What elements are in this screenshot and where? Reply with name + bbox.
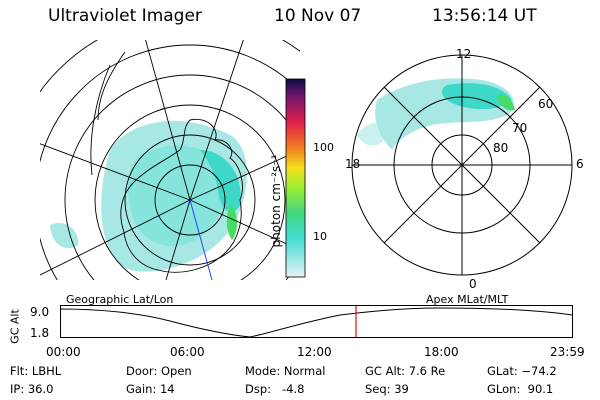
mlt-polar-plot (351, 54, 573, 276)
colorbar-tick-100: 100 (313, 141, 334, 154)
altitude-plot (60, 305, 573, 338)
status-gc-alt: GC Alt: 7.6 Re (365, 364, 446, 378)
date-label: 10 Nov 07 (274, 6, 362, 26)
xtick-1200: 12:00 (297, 345, 332, 359)
xtick-0000: 00:00 (46, 345, 81, 359)
latitude-circles (40, 40, 300, 280)
status-dsp: Dsp: -4.8 (245, 382, 305, 396)
mlt-label-12: 12 (456, 47, 472, 61)
mlt-grid-lines (352, 55, 572, 275)
colorbar-unit-label: photon cm⁻²s⁻¹ (269, 154, 283, 248)
mlt-label-6: 6 (576, 157, 584, 171)
xtick-2359: 23:59 (550, 345, 585, 359)
status-mode: Mode: Normal (245, 364, 326, 378)
geographic-map (40, 40, 300, 280)
terminator-line (189, 199, 213, 280)
color-scale-bar (285, 78, 306, 278)
aurora-emission-mlt (357, 78, 515, 150)
status-glat: GLat: −74.2 (487, 364, 557, 378)
time-label: 13:56:14 UT (432, 6, 537, 26)
altitude-curve (60, 307, 573, 338)
lat-label-70: 70 (512, 121, 528, 135)
aurora-emission-geo (50, 120, 247, 272)
lat-label-60: 60 (538, 97, 554, 111)
xtick-0600: 06:00 (170, 345, 205, 359)
mlt-label-18: 18 (345, 157, 361, 171)
status-seq: Seq: 39 (365, 382, 409, 396)
coastline (120, 118, 243, 273)
meridians (40, 40, 300, 280)
apex-caption: Apex MLat/MLT (426, 293, 509, 306)
altitude-ylabel: GC Alt (8, 309, 22, 344)
status-door: Door: Open (126, 364, 192, 378)
altitude-ytick-bottom: 1.8 (30, 326, 50, 340)
mlt-label-0: 0 (469, 277, 477, 291)
status-glon: GLon: 90.1 (487, 382, 554, 396)
geographic-caption: Geographic Lat/Lon (66, 293, 174, 306)
instrument-title: Ultraviolet Imager (48, 6, 202, 26)
status-filter: Flt: LBHL (10, 364, 62, 378)
status-gain: Gain: 14 (126, 382, 175, 396)
lat-label-80: 80 (493, 141, 509, 155)
colorbar-tick-10: 10 (313, 230, 327, 243)
altitude-ytick-top: 9.0 (30, 305, 50, 319)
status-ip: IP: 36.0 (10, 382, 54, 396)
xtick-1800: 18:00 (424, 345, 459, 359)
